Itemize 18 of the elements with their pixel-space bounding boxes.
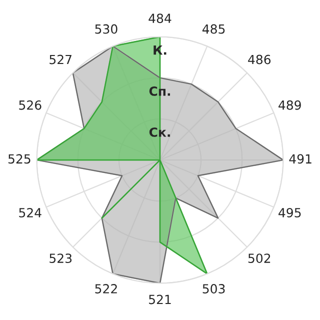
spoke-label: 525 xyxy=(8,154,30,164)
spoke-label: 495 xyxy=(278,208,301,218)
spoke-label: 530 xyxy=(95,24,118,34)
spoke-label: 526 xyxy=(19,100,42,110)
spoke-label: 491 xyxy=(289,154,312,164)
spoke-label: 522 xyxy=(95,284,117,294)
spoke-label: 503 xyxy=(202,284,225,294)
spoke-label: 485 xyxy=(202,24,225,34)
spoke-label: 524 xyxy=(19,208,42,218)
spoke-label: 484 xyxy=(148,14,172,24)
spoke-label: 521 xyxy=(149,294,171,304)
spoke-label: 527 xyxy=(50,54,72,64)
spoke-label: 486 xyxy=(248,54,271,64)
y-tick-label: Ск. xyxy=(149,127,170,137)
spoke-label: 523 xyxy=(50,254,72,264)
spoke-label: 489 xyxy=(278,100,301,110)
spoke-label: 502 xyxy=(248,254,270,264)
y-tick-label: Сп. xyxy=(149,86,170,96)
